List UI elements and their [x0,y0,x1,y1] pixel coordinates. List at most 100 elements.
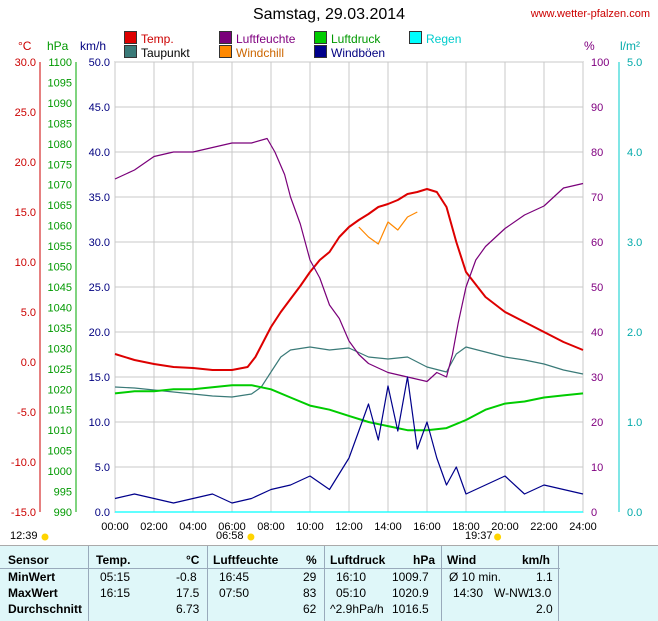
y-tick-label-rain: 4.0 [627,147,642,159]
y-tick-label-temp: 5.0 [21,307,36,319]
y-tick-label-wind: 45.0 [89,102,110,114]
y-tick-label-temp: -5.0 [17,407,36,419]
series-line-taupunkt [114,346,584,398]
legend-windchill: Windchill [219,45,285,60]
y-tick-label-pressure: 1010 [48,425,72,437]
table-cell: 83 [303,586,317,600]
table-cell: 1016.5 [392,602,429,616]
y-tick-label-pressure: 1000 [48,466,72,478]
legend-label-regen: Regen [426,32,462,46]
legend-luftfeuchte: Luftfeuchte [219,31,295,46]
series-line-luftfeuchte [114,137,584,383]
table-header-temp: Temp. [96,553,131,567]
sunset-time: 19:37 [465,530,493,542]
table-divider [0,568,560,569]
x-tick-label: 00:00 [101,521,129,533]
table-divider [441,546,442,621]
table-cell: 17.5 [176,586,200,600]
chart-title: Samstag, 29.03.2014 [252,6,406,23]
y-tick-label-pressure: 1005 [48,446,72,458]
table-row-label: MaxWert [8,586,58,600]
y-tick-label-temp: 0.0 [21,357,36,369]
y-tick-label-pressure: 1075 [48,159,72,171]
y-tick-label-wind: 25.0 [89,282,110,294]
axis-title-temp: °C [18,39,32,53]
y-tick-label-humidity: 60 [591,237,603,249]
legend-label-luftdruck: Luftdruck [331,32,381,46]
table-header-humidity-unit: % [306,553,317,567]
y-tick-label-pressure: 1030 [48,343,72,355]
y-tick-label-humidity: 10 [591,462,603,474]
table-cell: 16:45 [219,570,250,584]
legend-temp: Temp. [124,31,174,46]
legend-label-taupunkt: Taupunkt [141,46,190,60]
table-cell: ^2.9hPa/h [330,602,384,616]
y-tick-label-temp: 20.0 [15,157,36,169]
y-tick-label-pressure: 990 [54,507,72,519]
y-tick-label-rain: 2.0 [627,327,642,339]
table-cell: 62 [303,602,317,616]
y-tick-label-pressure: 1050 [48,262,72,274]
y-tick-label-temp: 25.0 [15,107,36,119]
y-tick-label-humidity: 20 [591,417,603,429]
table-cell: 2.0 [536,602,553,616]
x-tick-label: 18:00 [452,521,480,533]
table-header-pressure: Luftdruck [330,553,386,567]
table-divider [207,546,208,621]
y-tick-label-wind: 15.0 [89,372,110,384]
table-header-wind-unit: km/h [522,553,551,567]
legend-luftdruck: Luftdruck [314,31,381,46]
table-cell: -0.8 [176,570,197,584]
y-tick-label-humidity: 30 [591,372,603,384]
y-tick-label-pressure: 1095 [48,77,72,89]
y-tick-label-temp: 30.0 [15,57,36,69]
legend-swatch-luftdruck [314,31,327,44]
table-cell: 1020.9 [392,586,429,600]
x-tick-label: 22:00 [530,521,558,533]
y-tick-label-temp: 15.0 [15,207,36,219]
legend-taupunkt: Taupunkt [124,45,190,60]
table-divider [558,546,559,621]
y-tick-label-pressure: 1090 [48,98,72,110]
series-line-luftdruck [114,384,584,432]
x-tick-label: 04:00 [179,521,207,533]
y-tick-label-pressure: 1065 [48,200,72,212]
y-tick-label-humidity: 50 [591,282,603,294]
y-tick-label-pressure: 1025 [48,364,72,376]
y-tick-label-humidity: 90 [591,102,603,114]
legend-label-temp: Temp. [141,32,174,46]
series-line-windb-en [114,376,584,504]
table-divider [324,546,325,621]
site-url[interactable]: www.wetter-pfalzen.com [530,8,650,20]
y-tick-label-wind: 5.0 [95,462,110,474]
sunrise-marker [247,533,255,541]
table-header-sensor: Sensor [8,553,49,567]
table-cell: 13.0 [528,586,552,600]
table-row-label: Durchschnitt [8,602,83,616]
y-tick-label-wind: 50.0 [89,57,110,69]
y-tick-label-humidity: 40 [591,327,603,339]
y-tick-label-wind: 35.0 [89,192,110,204]
table-header-humidity: Luftfeuchte [213,553,279,567]
y-tick-label-pressure: 1055 [48,241,72,253]
x-tick-label: 14:00 [374,521,402,533]
y-tick-label-wind: 20.0 [89,327,110,339]
table-cell: W-NW [494,586,530,600]
x-tick-label: 12:00 [335,521,363,533]
x-tick-label: 06:00 [218,521,246,533]
y-tick-label-wind: 30.0 [89,237,110,249]
y-tick-label-temp: -15.0 [11,507,36,519]
y-tick-label-wind: 40.0 [89,147,110,159]
y-tick-label-pressure: 1100 [48,57,72,69]
table-cell: 07:50 [219,586,250,600]
y-tick-label-pressure: 1070 [48,180,72,192]
legend-swatch-luftfeuchte [219,31,232,44]
x-tick-label: 16:00 [413,521,441,533]
y-tick-label-humidity: 80 [591,147,603,159]
y-tick-label-wind: 0.0 [95,507,110,519]
legend-label-windchill: Windchill [236,46,285,60]
table-cell: 29 [303,570,317,584]
x-tick-label: 08:00 [257,521,285,533]
y-tick-label-rain: 3.0 [627,237,642,249]
table-cell: 16:15 [100,586,131,600]
